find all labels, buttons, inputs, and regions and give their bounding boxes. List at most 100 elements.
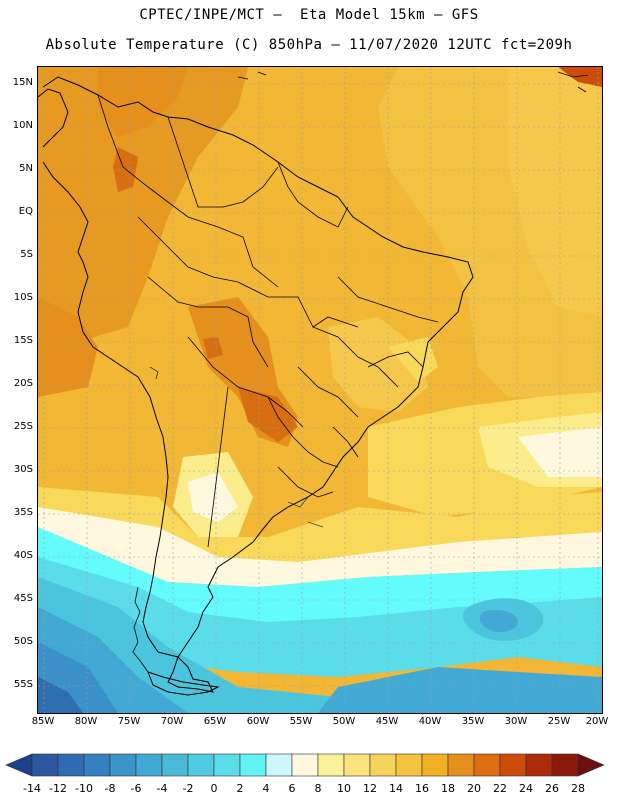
colorbar-swatch bbox=[499, 753, 527, 777]
colorbar-label-m10: -10 bbox=[75, 782, 93, 795]
colorbar-label-20: 20 bbox=[467, 782, 481, 795]
cool-region-pampa-core bbox=[188, 472, 238, 522]
colorbar-swatches bbox=[5, 753, 605, 777]
lon-label-85w: 85W bbox=[31, 716, 55, 727]
temperature-map bbox=[37, 66, 603, 714]
lat-label-30s: 30S bbox=[13, 464, 33, 475]
colorbar-swatch bbox=[473, 753, 501, 777]
colorbar bbox=[5, 753, 605, 777]
lon-label-50w: 50W bbox=[332, 716, 356, 727]
colorbar-swatch bbox=[343, 753, 371, 777]
colorbar-label-28: 28 bbox=[571, 782, 585, 795]
lat-label-35s: 35S bbox=[13, 507, 33, 518]
lat-label-25s: 25S bbox=[13, 421, 33, 432]
colorbar-swatch bbox=[57, 753, 85, 777]
colorbar-swatch bbox=[551, 753, 579, 777]
colorbar-label-14: 14 bbox=[389, 782, 403, 795]
colorbar-label-2: 2 bbox=[236, 782, 244, 795]
lon-label-30w: 30W bbox=[504, 716, 528, 727]
colorbar-swatch bbox=[187, 753, 215, 777]
lon-label-25w: 25W bbox=[547, 716, 571, 727]
lon-label-70w: 70W bbox=[160, 716, 184, 727]
colorbar-label-0: 0 bbox=[210, 782, 218, 795]
lon-label-35w: 35W bbox=[461, 716, 485, 727]
colorbar-swatch bbox=[369, 753, 397, 777]
cold-region-blue-se bbox=[318, 667, 602, 713]
lon-label-80w: 80W bbox=[74, 716, 98, 727]
colorbar-label-m2: -2 bbox=[182, 782, 194, 795]
colorbar-label-4: 4 bbox=[262, 782, 270, 795]
lat-label-55s: 55S bbox=[13, 679, 33, 690]
colorbar-swatch bbox=[395, 753, 423, 777]
warm-region-far-east bbox=[508, 67, 602, 317]
cool-region-cream-band bbox=[38, 507, 602, 587]
south-america-coastline bbox=[42, 76, 474, 693]
colorbar-label-8: 8 bbox=[314, 782, 322, 795]
colorbar-swatch bbox=[135, 753, 163, 777]
map-gridlines bbox=[38, 67, 602, 713]
hot-region-venezuela bbox=[98, 67, 188, 137]
hot-region-spot-bolivia bbox=[203, 337, 223, 359]
tierra-del-fuego bbox=[147, 671, 220, 696]
colorbar-swatch bbox=[83, 753, 111, 777]
colorbar-label-m14: -14 bbox=[23, 782, 41, 795]
chart-title-variable: Absolute Temperature (C) 850hPa – 11/07/… bbox=[45, 37, 573, 53]
mild-region-brazil-east bbox=[328, 317, 428, 412]
colorbar-swatch bbox=[291, 753, 319, 777]
colorbar-label-22: 22 bbox=[493, 782, 507, 795]
lon-label-75w: 75W bbox=[117, 716, 141, 727]
colorbar-label-m6: -6 bbox=[130, 782, 142, 795]
colorbar-label-18: 18 bbox=[441, 782, 455, 795]
lat-label-50s: 50S bbox=[13, 636, 33, 647]
colorbar-arrow-right bbox=[577, 753, 605, 777]
chile-fjords bbox=[132, 586, 149, 673]
lat-label-10n: 10N bbox=[12, 120, 33, 131]
lat-label-45s: 45S bbox=[13, 593, 33, 604]
colorbar-swatch bbox=[317, 753, 345, 777]
lon-label-65w: 65W bbox=[203, 716, 227, 727]
colorbar-label-16: 16 bbox=[415, 782, 429, 795]
colorbar-label-24: 24 bbox=[519, 782, 533, 795]
lakes-and-rivers bbox=[149, 366, 324, 528]
colorbar-label-26: 26 bbox=[545, 782, 559, 795]
lat-label-20s: 20S bbox=[13, 378, 33, 389]
lat-label-10s: 10S bbox=[13, 292, 33, 303]
cold-region-blue-light bbox=[38, 577, 602, 713]
colorbar-label-m8: -8 bbox=[104, 782, 116, 795]
colorbar-swatch bbox=[109, 753, 137, 777]
lat-label-15s: 15S bbox=[13, 335, 33, 346]
colorbar-swatch bbox=[239, 753, 267, 777]
colorbar-swatch bbox=[161, 753, 189, 777]
lon-label-60w: 60W bbox=[246, 716, 270, 727]
chart-title-model: CPTEC/INPE/MCT – Eta Model 15km – GFS bbox=[139, 7, 479, 23]
cold-region-eddy-core bbox=[479, 610, 518, 633]
lat-label-5n: 5N bbox=[19, 163, 33, 174]
colorbar-swatch bbox=[421, 753, 449, 777]
cold-region-teal bbox=[38, 557, 602, 677]
lon-label-20w: 20W bbox=[585, 716, 609, 727]
hot-region-pacific bbox=[38, 297, 98, 397]
hot-region-amazon-west bbox=[38, 67, 248, 342]
country-borders bbox=[97, 94, 439, 548]
colorbar-swatch bbox=[213, 753, 241, 777]
lon-label-40w: 40W bbox=[418, 716, 442, 727]
hot-region-ne-corner bbox=[558, 67, 602, 87]
colorbar-swatch bbox=[31, 753, 59, 777]
colorbar-label-12: 12 bbox=[363, 782, 377, 795]
lat-label-40s: 40S bbox=[13, 550, 33, 561]
lat-label-5s: 5S bbox=[20, 249, 33, 260]
lat-label-eq: EQ bbox=[18, 206, 33, 217]
colorbar-arrow-left bbox=[5, 753, 33, 777]
lon-label-55w: 55W bbox=[289, 716, 313, 727]
map-canvas bbox=[38, 67, 602, 713]
lat-label-15n: 15N bbox=[12, 77, 33, 88]
colorbar-swatch bbox=[525, 753, 553, 777]
colorbar-swatch bbox=[447, 753, 475, 777]
colorbar-swatch bbox=[265, 753, 293, 777]
colorbar-label-10: 10 bbox=[337, 782, 351, 795]
central-america-coastline bbox=[38, 88, 69, 148]
colorbar-label-m12: -12 bbox=[49, 782, 67, 795]
caribbean-islands bbox=[237, 71, 589, 93]
colorbar-label-6: 6 bbox=[288, 782, 296, 795]
mild-region-bahia bbox=[388, 337, 438, 382]
